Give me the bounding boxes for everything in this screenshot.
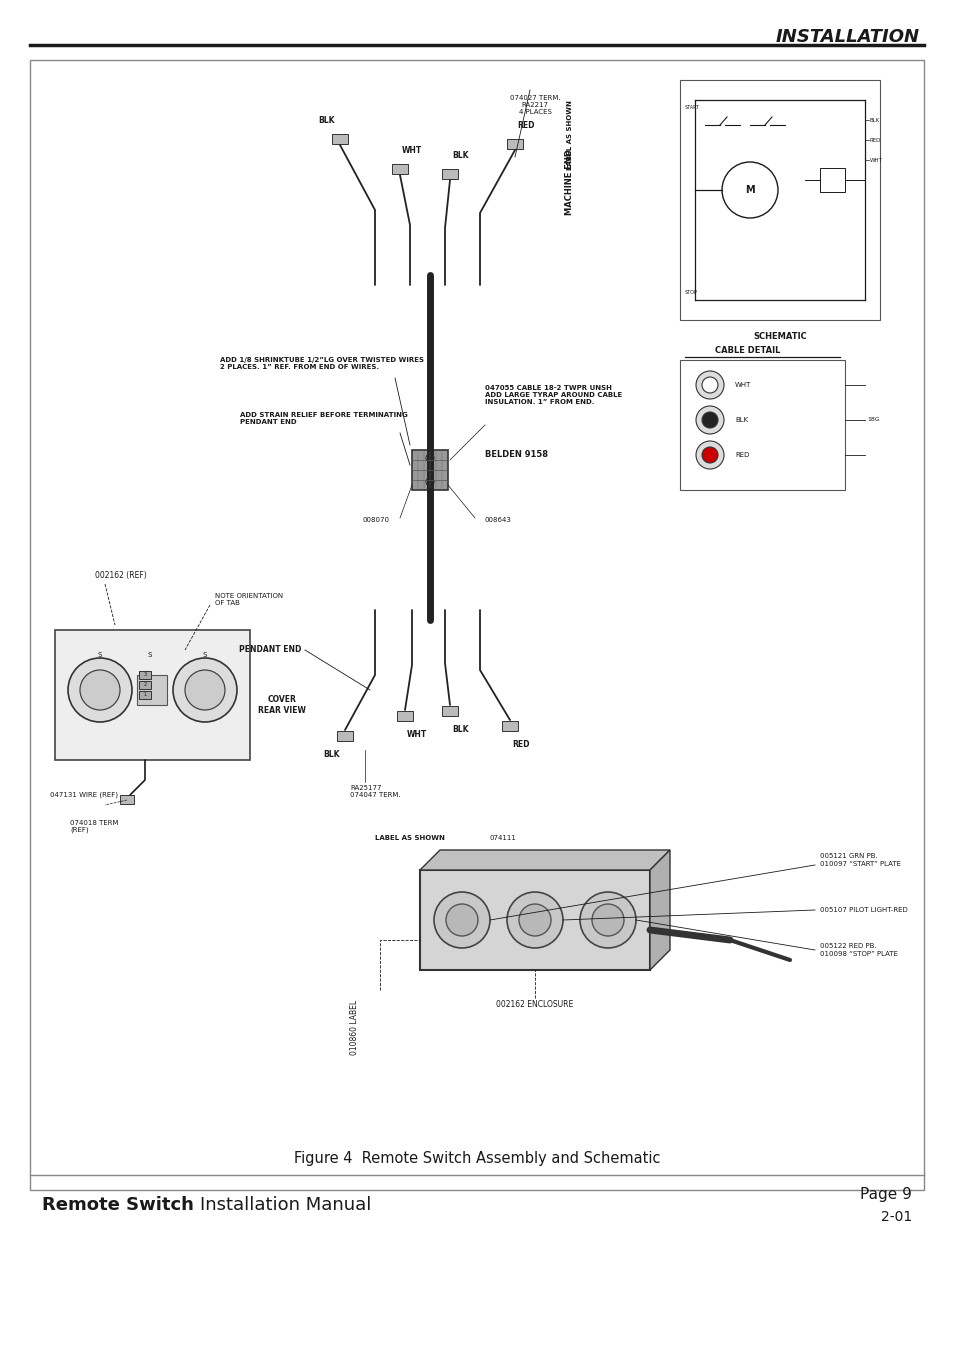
- Bar: [412, 450, 448, 490]
- Bar: [139, 691, 151, 699]
- Text: 005107 PILOT LIGHT-RED: 005107 PILOT LIGHT-RED: [820, 907, 907, 913]
- Text: 2-01: 2-01: [880, 1210, 911, 1224]
- Text: LABEL AS SHOWN: LABEL AS SHOWN: [566, 100, 573, 170]
- Text: Figure 4  Remote Switch Assembly and Schematic: Figure 4 Remote Switch Assembly and Sche…: [294, 1150, 659, 1165]
- Bar: [501, 721, 517, 730]
- Text: MACHINE END: MACHINE END: [565, 148, 574, 215]
- Text: BLK: BLK: [452, 725, 468, 734]
- Bar: [137, 675, 167, 705]
- Text: COVER
REAR VIEW: COVER REAR VIEW: [257, 695, 306, 714]
- Text: LABEL AS SHOWN: LABEL AS SHOWN: [375, 836, 444, 841]
- Bar: [120, 795, 133, 805]
- Text: M: M: [744, 185, 754, 194]
- Bar: [820, 167, 844, 192]
- Text: 074027 TERM.
RA2217
4 PLACES: 074027 TERM. RA2217 4 PLACES: [509, 95, 559, 115]
- Text: SCHEMATIC: SCHEMATIC: [752, 332, 806, 342]
- Circle shape: [701, 447, 718, 463]
- Circle shape: [518, 904, 551, 936]
- Bar: [441, 169, 457, 180]
- Text: Page 9: Page 9: [860, 1188, 911, 1203]
- Text: CABLE DETAIL: CABLE DETAIL: [714, 346, 780, 355]
- Text: WHT: WHT: [407, 730, 427, 738]
- Bar: [55, 630, 250, 760]
- Text: ADD STRAIN RELIEF BEFORE TERMINATING
PENDANT END: ADD STRAIN RELIEF BEFORE TERMINATING PEN…: [240, 412, 407, 425]
- Text: NOTE ORIENTATION
OF TAB: NOTE ORIENTATION OF TAB: [214, 594, 283, 606]
- Text: ADD 1/8 SHRINKTUBE 1/2”LG OVER TWISTED WIRES
2 PLACES. 1” REF. FROM END OF WIRES: ADD 1/8 SHRINKTUBE 1/2”LG OVER TWISTED W…: [220, 356, 423, 370]
- Text: 047131 WIRE (REF): 047131 WIRE (REF): [50, 791, 118, 798]
- Text: BLK: BLK: [323, 751, 339, 759]
- Text: 074018 TERM
(REF): 074018 TERM (REF): [70, 819, 118, 833]
- Text: RA25177
074047 TERM.: RA25177 074047 TERM.: [350, 784, 400, 798]
- Polygon shape: [419, 850, 669, 869]
- Text: 3: 3: [143, 672, 147, 678]
- Text: S: S: [203, 652, 207, 657]
- Circle shape: [68, 657, 132, 722]
- Text: S: S: [98, 652, 102, 657]
- Bar: [332, 134, 348, 144]
- Text: RED: RED: [869, 138, 881, 143]
- Text: 008643: 008643: [484, 517, 512, 522]
- Text: 002162 (REF): 002162 (REF): [95, 571, 147, 580]
- Circle shape: [446, 904, 477, 936]
- Circle shape: [185, 670, 225, 710]
- Text: 008070: 008070: [363, 517, 390, 522]
- Text: BLK: BLK: [452, 151, 468, 161]
- Text: S: S: [148, 652, 152, 657]
- Bar: [30, 59, 923, 1189]
- Circle shape: [592, 904, 623, 936]
- Text: BELDEN 9158: BELDEN 9158: [484, 451, 547, 459]
- Circle shape: [434, 892, 490, 948]
- Circle shape: [696, 441, 723, 468]
- Text: 005121 GRN PB.
010097 “START” PLATE: 005121 GRN PB. 010097 “START” PLATE: [820, 853, 900, 867]
- Text: RED: RED: [512, 740, 529, 749]
- Text: STOP: STOP: [684, 290, 697, 296]
- Text: 074111: 074111: [490, 836, 517, 841]
- Circle shape: [696, 371, 723, 400]
- Bar: [139, 671, 151, 679]
- Text: INSTALLATION: INSTALLATION: [775, 28, 919, 46]
- Text: 005122 RED PB.
010098 “STOP” PLATE: 005122 RED PB. 010098 “STOP” PLATE: [820, 944, 897, 957]
- Text: 002162 ENCLOSURE: 002162 ENCLOSURE: [496, 1000, 573, 1008]
- Text: BLK: BLK: [869, 117, 880, 123]
- Text: WHT: WHT: [869, 158, 882, 162]
- Text: BLK: BLK: [318, 116, 335, 126]
- Circle shape: [426, 454, 434, 462]
- Text: 1: 1: [143, 693, 147, 698]
- Text: BLK: BLK: [734, 417, 747, 423]
- Text: Installation Manual: Installation Manual: [200, 1196, 371, 1214]
- Bar: [506, 139, 522, 148]
- Circle shape: [701, 412, 718, 428]
- Circle shape: [506, 892, 562, 948]
- Circle shape: [80, 670, 120, 710]
- Text: RED: RED: [734, 452, 749, 458]
- Bar: [396, 711, 413, 721]
- Bar: [139, 680, 151, 688]
- Circle shape: [721, 162, 778, 217]
- Bar: [679, 80, 879, 320]
- Text: PENDANT END: PENDANT END: [238, 645, 301, 655]
- Text: WHT: WHT: [401, 146, 422, 155]
- Text: WHT: WHT: [734, 382, 751, 387]
- Text: 2: 2: [143, 683, 147, 687]
- Text: Remote Switch: Remote Switch: [42, 1196, 193, 1214]
- Text: START: START: [684, 105, 700, 109]
- Circle shape: [579, 892, 636, 948]
- Circle shape: [172, 657, 236, 722]
- Bar: [679, 360, 844, 490]
- Text: RED: RED: [517, 122, 534, 130]
- Text: 18G: 18G: [866, 417, 879, 423]
- Bar: [392, 163, 408, 174]
- Polygon shape: [649, 850, 669, 971]
- Text: 047055 CABLE 18-2 TWPR UNSH
ADD LARGE TYRAP AROUND CABLE
INSULATION. 1” FROM END: 047055 CABLE 18-2 TWPR UNSH ADD LARGE TY…: [484, 385, 621, 405]
- Text: 010860 LABEL: 010860 LABEL: [350, 1000, 358, 1056]
- Bar: [419, 869, 649, 971]
- Bar: [336, 730, 353, 741]
- Circle shape: [426, 478, 434, 486]
- Circle shape: [696, 406, 723, 433]
- Bar: [441, 706, 457, 716]
- Circle shape: [701, 377, 718, 393]
